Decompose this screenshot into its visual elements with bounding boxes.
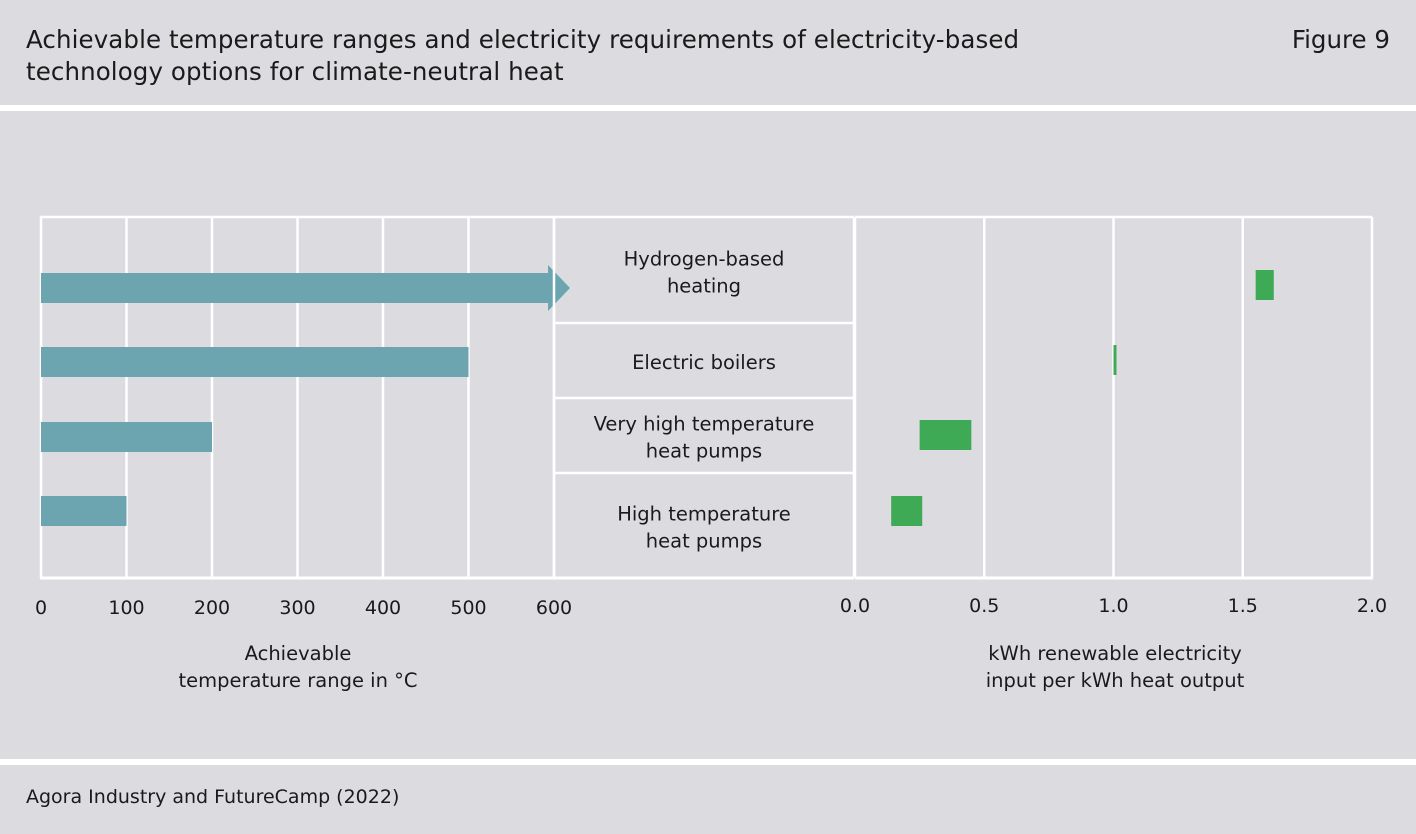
source-note: Agora Industry and FutureCamp (2022) [26, 786, 400, 808]
elec-tick-label: 2.0 [1357, 595, 1387, 617]
temp-tick-label: 0 [35, 597, 47, 619]
category-label: Hydrogen-based [624, 248, 785, 271]
header-divider [0, 105, 1416, 111]
electricity-chart: 0.0 0.5 1.0 1.5 2.0 kWh renewable electricity… [840, 215, 1387, 692]
temp-axis-label: Achievable [245, 642, 352, 665]
figure-label: Figure 9 [1291, 25, 1390, 54]
temp-tick-label: 600 [536, 597, 572, 619]
temperature-chart: 0 100 200 300 400 500 600 Achievable temperature… [35, 215, 572, 692]
temp-bar [41, 422, 212, 452]
elec-axis-label: input per kWh heat output [986, 669, 1245, 692]
elec-tick-label: 1.5 [1228, 595, 1258, 617]
chart-title: Achievable temperature ranges and electr… [26, 25, 1020, 86]
elec-bar [1113, 345, 1117, 375]
temp-tick-label: 200 [194, 597, 230, 619]
category-label: heat pumps [646, 440, 762, 463]
temp-tick-label: 400 [365, 597, 401, 619]
elec-tick-label: 0.0 [840, 595, 870, 617]
elec-tick-label: 0.5 [969, 595, 999, 617]
temp-bar-arrow [41, 265, 570, 311]
temp-tick-label: 500 [450, 597, 486, 619]
temp-bar [41, 347, 469, 377]
elec-bar [1255, 270, 1274, 300]
header: Achievable temperature ranges and electr… [0, 0, 1416, 105]
elec-axis-label: kWh renewable electricity [988, 642, 1242, 665]
category-label: heat pumps [646, 530, 762, 553]
category-label: heating [667, 275, 741, 298]
elec-bar [919, 420, 972, 450]
temp-tick-label: 100 [108, 597, 144, 619]
footer-divider [0, 759, 1416, 765]
elec-tick-label: 1.0 [1098, 595, 1128, 617]
category-label: High temperature [617, 503, 791, 526]
temp-axis-label: temperature range in °C [178, 669, 417, 692]
category-label: Electric boilers [632, 351, 776, 374]
category-labels: Hydrogen-based heating Electric boilers Ver… [552, 215, 856, 580]
temp-bar [41, 496, 127, 526]
elec-bar [891, 496, 923, 526]
temp-tick-label: 300 [279, 597, 315, 619]
category-label: Very high temperature [594, 413, 815, 436]
